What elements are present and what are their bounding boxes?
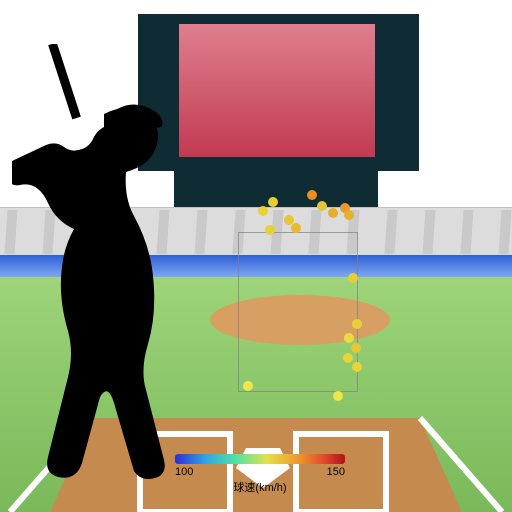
pitch-dot bbox=[343, 353, 353, 363]
tick-100: 100 bbox=[175, 466, 193, 478]
pitch-dot bbox=[268, 197, 278, 207]
tick-150: 150 bbox=[327, 466, 345, 478]
colorbar-ticks: 100 150 bbox=[175, 466, 345, 478]
pitch-dot bbox=[352, 362, 362, 372]
pitch-dot bbox=[265, 225, 275, 235]
pitch-dot bbox=[291, 223, 301, 233]
pitch-dot bbox=[344, 333, 354, 343]
pitch-dot bbox=[307, 190, 317, 200]
colorbar-legend: 100 150 球速(km/h) bbox=[175, 454, 345, 495]
colorbar-gradient bbox=[175, 454, 345, 464]
batter-silhouette bbox=[12, 44, 252, 479]
pitch-dot bbox=[333, 391, 343, 401]
pitch-dot bbox=[328, 208, 338, 218]
pitch-dot bbox=[348, 273, 358, 283]
pitch-dot bbox=[344, 210, 354, 220]
pitch-dot bbox=[317, 201, 327, 211]
pitch-dot bbox=[352, 319, 362, 329]
pitch-location-chart: 100 150 球速(km/h) bbox=[0, 0, 512, 512]
pitch-dot bbox=[258, 206, 268, 216]
pitch-dot bbox=[351, 343, 361, 353]
colorbar-label: 球速(km/h) bbox=[175, 479, 345, 495]
